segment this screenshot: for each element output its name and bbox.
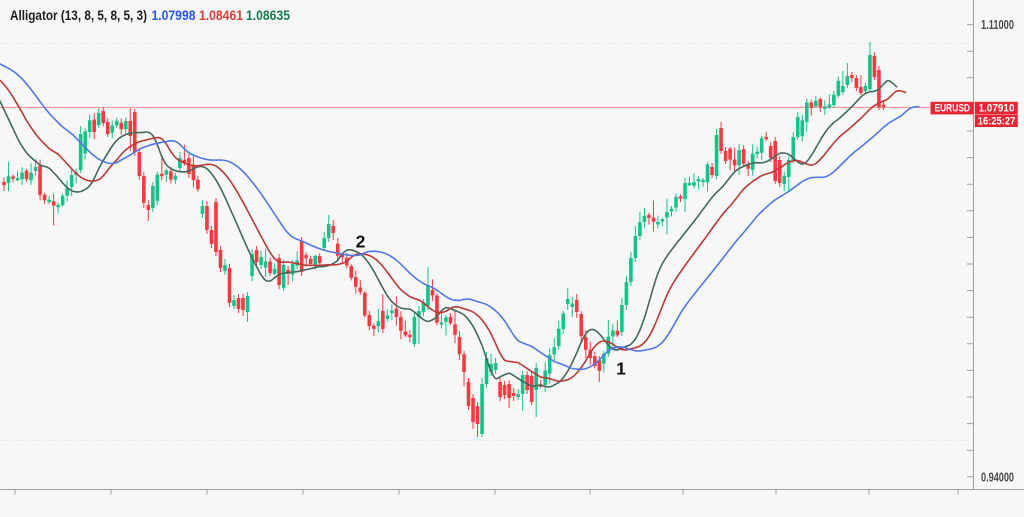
svg-text:16:25:27: 16:25:27 bbox=[978, 115, 1016, 127]
svg-text:1.07910: 1.07910 bbox=[979, 103, 1015, 115]
svg-text:1: 1 bbox=[616, 359, 626, 379]
svg-text:2: 2 bbox=[356, 232, 366, 252]
svg-text:EURUSD: EURUSD bbox=[935, 103, 971, 115]
svg-text:1.07998: 1.07998 bbox=[152, 8, 196, 23]
svg-text:1.08461: 1.08461 bbox=[199, 8, 243, 23]
svg-text:0.94000: 0.94000 bbox=[981, 471, 1014, 485]
svg-text:1.08635: 1.08635 bbox=[246, 8, 290, 23]
svg-text:1.11000: 1.11000 bbox=[981, 18, 1014, 32]
svg-text:Alligator (13, 8, 5, 8, 5, 3): Alligator (13, 8, 5, 8, 5, 3) bbox=[10, 8, 147, 23]
